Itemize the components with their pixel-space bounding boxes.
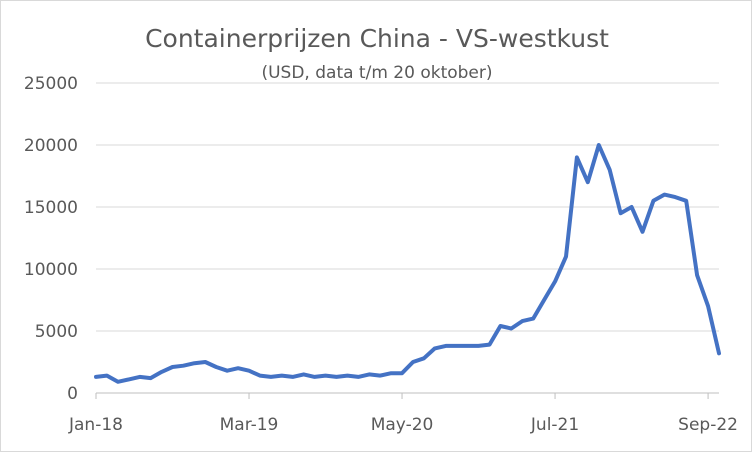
y-tick-label: 20000: [24, 136, 78, 156]
gridlines: [96, 82, 719, 394]
series-line: [94, 143, 721, 384]
x-tick-label: Jul-21: [530, 415, 579, 435]
y-axis-ticks: 0 5000 10000 15000 20000 25000: [24, 74, 78, 404]
x-tick-label: May-20: [371, 415, 434, 435]
y-tick-label: 10000: [24, 260, 78, 280]
series-group: [94, 143, 721, 384]
x-tick-label: Sep-22: [678, 415, 738, 435]
y-tick-label: 5000: [35, 322, 78, 342]
y-tick-label: 0: [67, 384, 78, 404]
x-axis-ticks: Jan-18 Mar-19 May-20 Jul-21 Sep-22: [68, 393, 738, 435]
y-tick-label: 15000: [24, 198, 78, 218]
y-tick-label: 25000: [24, 74, 78, 94]
x-tick-label: Mar-19: [220, 415, 279, 435]
chart-subtitle: (USD, data t/m 20 oktober): [261, 63, 492, 83]
chart-title: Containerprijzen China - VS-westkust: [145, 24, 609, 53]
x-tick-label: Jan-18: [68, 415, 123, 435]
